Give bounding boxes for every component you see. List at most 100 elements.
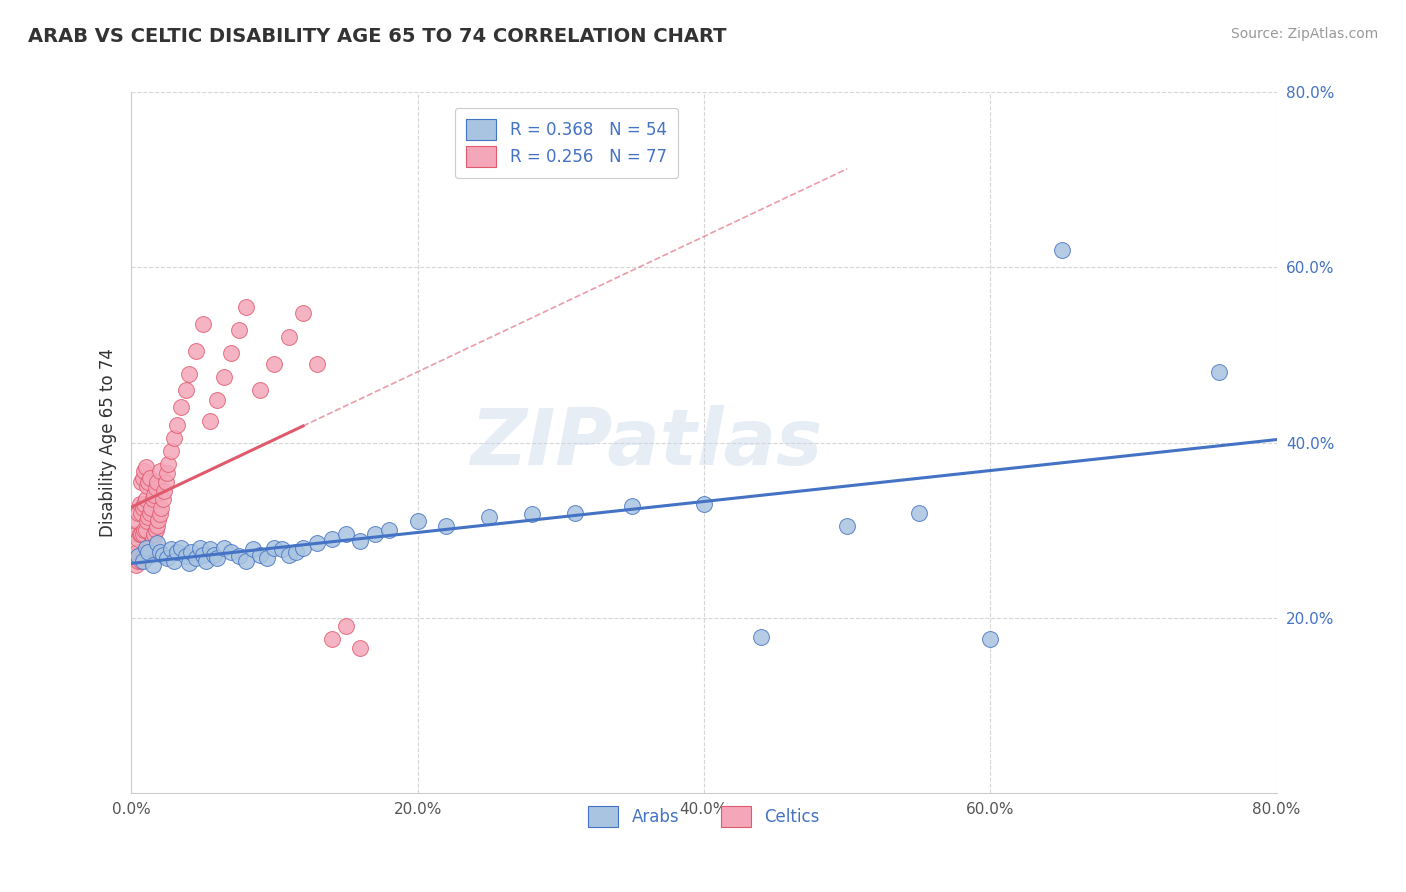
Point: [191, 548, 214, 562]
Point: [249, 383, 271, 397]
Point: [263, 541, 285, 555]
Point: [478, 509, 501, 524]
Point: [129, 554, 152, 568]
Point: [160, 444, 183, 458]
Point: [228, 323, 250, 337]
Point: [155, 475, 177, 489]
Point: [979, 632, 1001, 647]
Point: [129, 527, 152, 541]
Point: [191, 318, 214, 332]
Point: [335, 619, 357, 633]
Point: [142, 532, 165, 546]
Point: [122, 549, 145, 564]
Point: [131, 501, 153, 516]
Point: [907, 506, 929, 520]
Point: [166, 417, 188, 432]
Point: [135, 460, 157, 475]
Point: [198, 542, 221, 557]
Point: [138, 509, 160, 524]
Point: [134, 497, 156, 511]
Point: [214, 541, 236, 555]
Point: [129, 506, 152, 520]
Point: [156, 466, 179, 480]
Point: [242, 542, 264, 557]
Text: ZIPatlas: ZIPatlas: [471, 404, 823, 481]
Point: [149, 545, 172, 559]
Point: [136, 479, 159, 493]
Point: [128, 527, 150, 541]
Point: [188, 541, 211, 555]
Point: [184, 551, 207, 566]
Point: [221, 346, 243, 360]
Point: [174, 383, 197, 397]
Point: [128, 549, 150, 564]
Point: [228, 549, 250, 564]
Text: Source: ZipAtlas.com: Source: ZipAtlas.com: [1230, 27, 1378, 41]
Point: [141, 501, 163, 516]
Point: [150, 501, 173, 516]
Point: [135, 551, 157, 566]
Point: [127, 532, 149, 546]
Point: [349, 641, 371, 656]
Point: [131, 470, 153, 484]
Point: [131, 554, 153, 568]
Point: [142, 558, 165, 572]
Point: [157, 458, 180, 472]
Point: [142, 492, 165, 507]
Point: [292, 541, 315, 555]
Point: [321, 632, 343, 647]
Point: [131, 549, 153, 564]
Point: [256, 551, 278, 566]
Point: [152, 492, 174, 507]
Point: [221, 545, 243, 559]
Point: [749, 630, 772, 644]
Point: [292, 306, 315, 320]
Legend: Arabs, Celtics: Arabs, Celtics: [582, 799, 827, 833]
Point: [156, 551, 179, 566]
Point: [163, 554, 186, 568]
Point: [143, 488, 166, 502]
Point: [146, 475, 169, 489]
Point: [124, 527, 146, 541]
Point: [138, 545, 160, 559]
Point: [434, 518, 457, 533]
Point: [184, 343, 207, 358]
Point: [235, 554, 257, 568]
Point: [564, 506, 586, 520]
Point: [1050, 243, 1073, 257]
Point: [235, 300, 257, 314]
Point: [124, 558, 146, 572]
Point: [141, 536, 163, 550]
Point: [143, 527, 166, 541]
Point: [153, 483, 176, 498]
Point: [127, 554, 149, 568]
Point: [146, 536, 169, 550]
Point: [194, 554, 217, 568]
Point: [307, 357, 329, 371]
Point: [152, 548, 174, 562]
Point: [249, 548, 271, 562]
Point: [321, 532, 343, 546]
Point: [406, 514, 429, 528]
Point: [138, 475, 160, 489]
Point: [145, 481, 167, 495]
Point: [149, 463, 172, 477]
Point: [180, 545, 202, 559]
Point: [1208, 366, 1230, 380]
Point: [177, 557, 200, 571]
Point: [170, 541, 193, 555]
Point: [277, 548, 299, 562]
Point: [621, 499, 644, 513]
Point: [202, 548, 225, 562]
Point: [149, 508, 172, 522]
Point: [205, 393, 228, 408]
Point: [307, 536, 329, 550]
Point: [378, 523, 401, 537]
Point: [214, 369, 236, 384]
Point: [166, 545, 188, 559]
Point: [263, 357, 285, 371]
Point: [146, 518, 169, 533]
Point: [205, 551, 228, 566]
Point: [125, 514, 148, 528]
Point: [125, 545, 148, 559]
